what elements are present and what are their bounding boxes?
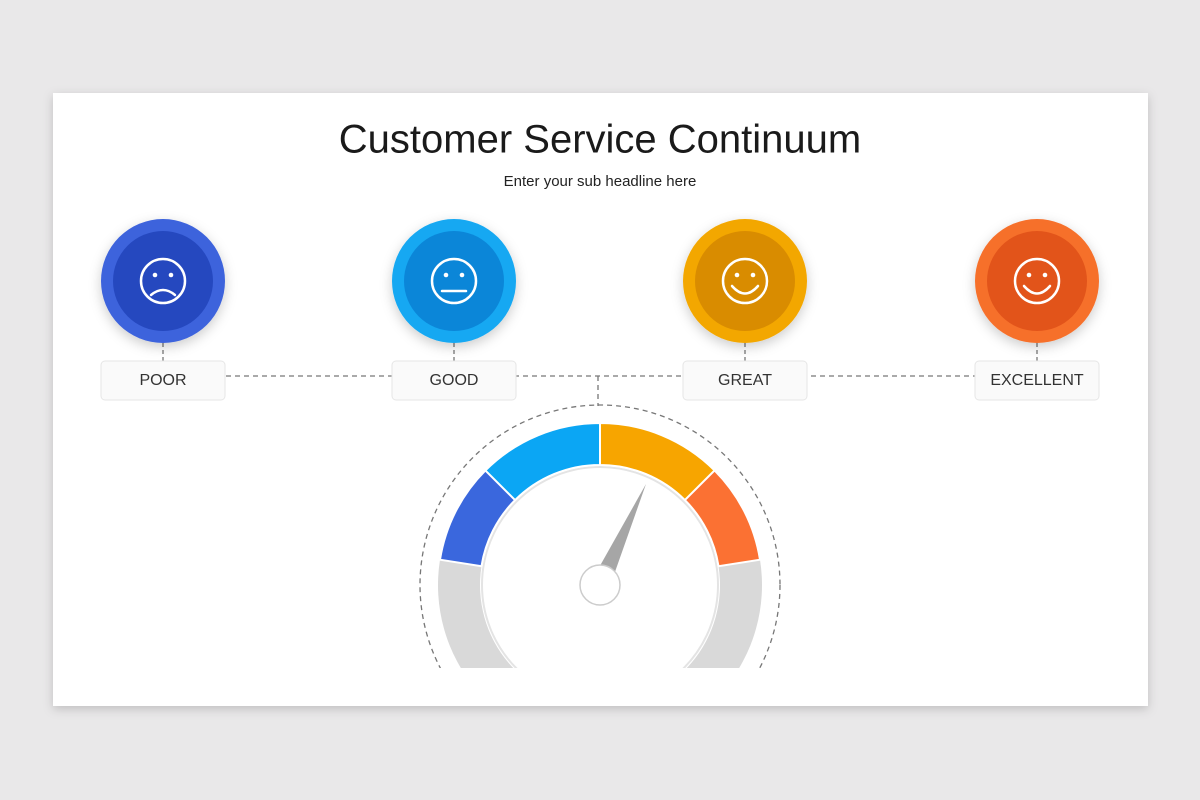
face-eye	[734, 272, 740, 278]
gauge-dashed-ring	[419, 404, 781, 668]
level-badge-inner	[987, 231, 1087, 331]
level-badge-inner	[404, 231, 504, 331]
label-box	[391, 360, 517, 401]
label-box	[974, 360, 1100, 401]
level-label: EXCELLENT	[990, 372, 1084, 389]
levels: POOR GOOD GREAT EXCELLENT	[100, 219, 1100, 406]
face-icon	[1013, 257, 1061, 305]
gauge-base	[438, 559, 762, 668]
level-label: GOOD	[430, 372, 479, 389]
level-label: POOR	[139, 372, 186, 389]
face-eye	[459, 272, 465, 278]
face-icon	[139, 257, 187, 305]
subtitle: Enter your sub headline here	[504, 173, 697, 190]
gauge-hub	[579, 564, 621, 606]
face-outline	[721, 257, 769, 305]
face-eye	[750, 272, 756, 278]
face-eye	[152, 272, 158, 278]
gauge-needle	[592, 484, 646, 586]
label-box	[682, 360, 808, 401]
gauge-segment	[683, 468, 762, 568]
face-eye	[1026, 272, 1032, 278]
face-outline	[430, 257, 478, 305]
face-mouth	[730, 284, 760, 295]
face-mouth	[149, 288, 177, 297]
face-icon	[721, 257, 769, 305]
level-label: GREAT	[718, 372, 772, 389]
face-eye	[443, 272, 449, 278]
face-outline	[1013, 257, 1061, 305]
title: Customer Service Continuum	[339, 118, 861, 162]
gauge	[419, 404, 781, 668]
face-outline	[139, 257, 187, 305]
face-mouth	[1022, 284, 1052, 295]
level-badge-inner	[695, 231, 795, 331]
face-eye	[1042, 272, 1048, 278]
level-badge-inner	[113, 231, 213, 331]
face-eye	[168, 272, 174, 278]
label-box	[100, 360, 226, 401]
face-icon	[430, 257, 478, 305]
